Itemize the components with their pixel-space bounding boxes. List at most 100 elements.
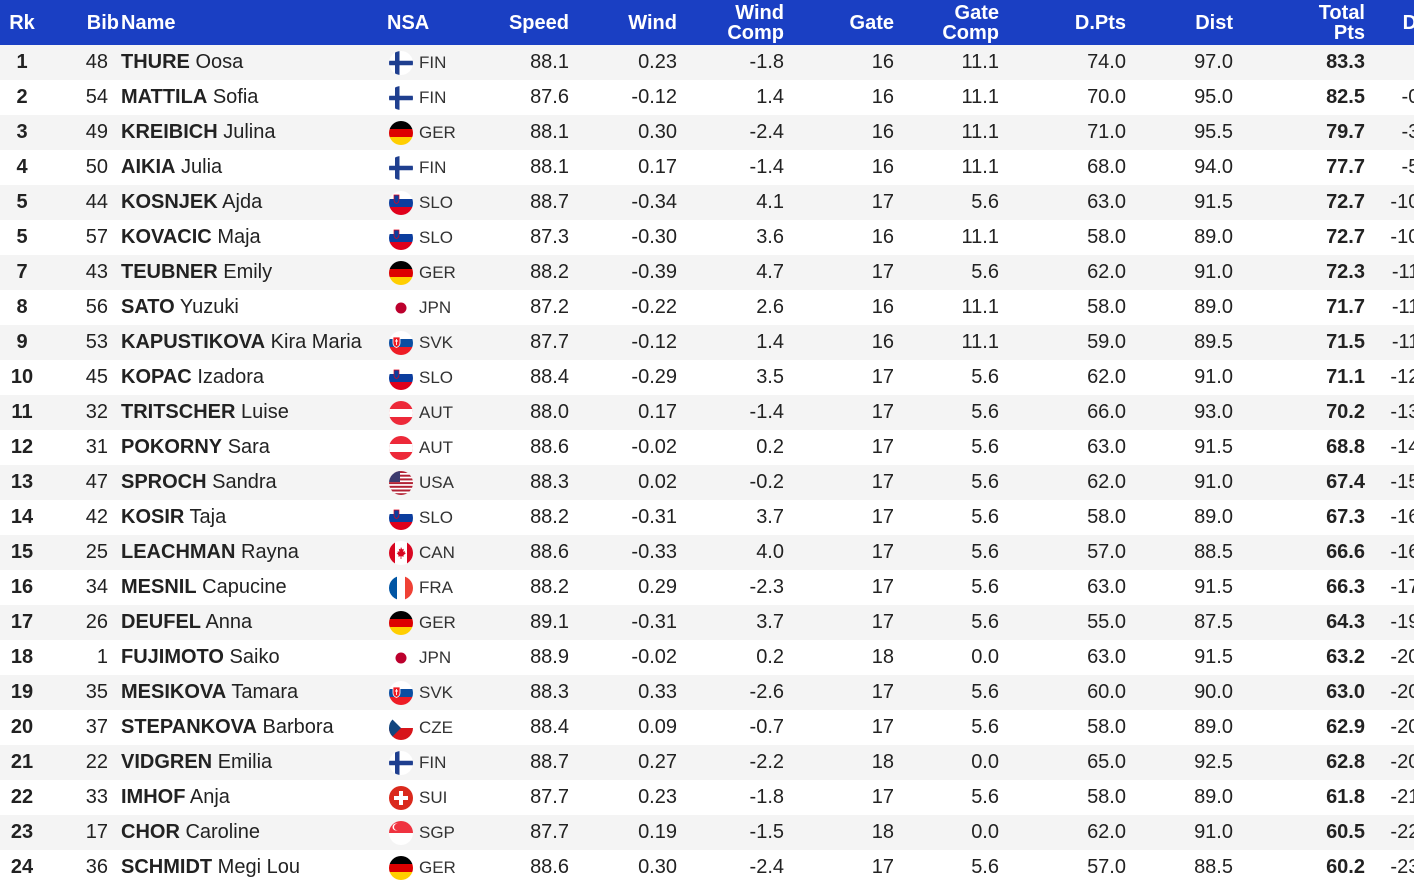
rank-cell: 7 (16, 261, 28, 283)
results-body: 1 48 THURE Oosa FIN 88.1 0.23 -1.8 16 11.1 74.0 97… (0, 45, 1414, 885)
table-row[interactable]: 24 36 SCHMIDT Megi Lou GER 88.6 0.30 -2.4 17 5.6… (0, 850, 1414, 885)
dist-cell: 89.0 (1194, 786, 1233, 808)
athlete-name-cell[interactable]: VIDGREN Emilia (121, 745, 387, 780)
dist-cell: 89.0 (1194, 226, 1233, 248)
table-row[interactable]: 5 44 KOSNJEK Ajda SLO 88.7 -0.34 4.1 17 5.6 63.0 9… (0, 185, 1414, 220)
table-row[interactable]: 2 54 MATTILA Sofia FIN 87.6 -0.12 1.4 16 11.1 70.… (0, 80, 1414, 115)
flag-slovenia-icon (389, 190, 413, 215)
header-dpts[interactable]: D.Pts (1074, 11, 1126, 34)
dpts-cell: 58.0 (1087, 716, 1126, 738)
athlete-name-cell[interactable]: AIKIA Julia (121, 150, 387, 185)
athlete-name-cell[interactable]: MATTILA Sofia (121, 80, 387, 115)
rank-cell: 20 (10, 716, 34, 738)
diff-cell: -10.6 (1390, 191, 1414, 213)
athlete-name-cell[interactable]: KOPAC Izadora (121, 360, 387, 395)
gate-cell: 17 (871, 576, 894, 598)
wind-cell: 0.23 (638, 51, 677, 73)
athlete-given-name: Yuzuki (179, 296, 239, 318)
rank-cell: 5 (16, 191, 28, 213)
table-row[interactable]: 21 22 VIDGREN Emilia FIN 88.7 0.27 -2.2 18 0.0 65… (0, 745, 1414, 780)
table-row[interactable]: 14 42 KOSIR Taja SLO 88.2 -0.31 3.7 17 5.6 58.0 89… (0, 500, 1414, 535)
flag-switzerland-icon (389, 785, 413, 810)
athlete-name-cell[interactable]: STEPANKOVA Barbora (121, 710, 387, 745)
table-row[interactable]: 15 25 LEACHMAN Rayna CAN 88.6 -0.33 4.0 17 5.6 57… (0, 535, 1414, 570)
athlete-name-cell[interactable]: MESNIL Capucine (121, 570, 387, 605)
dist-cell: 88.5 (1194, 541, 1233, 563)
table-row[interactable]: 13 47 SPROCH Sandra USA 88.3 0.02 -0.2 17 5.6 62.… (0, 465, 1414, 500)
athlete-name-cell[interactable]: CHOR Caroline (121, 815, 387, 850)
athlete-surname: POKORNY (121, 436, 223, 458)
speed-cell: 88.4 (530, 366, 569, 388)
wind-comp-cell: -1.4 (749, 156, 784, 178)
flag-france-icon (389, 575, 413, 600)
athlete-name-cell[interactable]: DEUFEL Anna (121, 605, 387, 640)
athlete-given-name: Capucine (202, 576, 287, 598)
header-gate-comp[interactable]: Gate Comp (942, 1, 999, 44)
total-pts-cell: 82.5 (1326, 86, 1365, 108)
bib-cell: 45 (85, 366, 108, 388)
header-speed[interactable]: Speed (508, 11, 569, 34)
athlete-name-cell[interactable]: KAPUSTIKOVA Kira Maria (121, 325, 387, 360)
wind-cell: -0.12 (631, 331, 677, 353)
table-row[interactable]: 1 48 THURE Oosa FIN 88.1 0.23 -1.8 16 11.1 74.0 97… (0, 45, 1414, 80)
athlete-name-cell[interactable]: KOSIR Taja (121, 500, 387, 535)
athlete-given-name: Barbora (262, 716, 334, 738)
bib-cell: 35 (85, 681, 108, 703)
athlete-name-cell[interactable]: SPROCH Sandra (121, 465, 387, 500)
athlete-name-cell[interactable]: IMHOF Anja (121, 780, 387, 815)
header-dist[interactable]: Dist (1195, 11, 1233, 34)
athlete-name-cell[interactable]: SCHMIDT Megi Lou (121, 850, 387, 885)
header-bib[interactable]: Bib (86, 11, 119, 34)
rank-cell: 15 (10, 541, 34, 563)
table-row[interactable]: 18 1 FUJIMOTO Saiko JPN 88.9 -0.02 0.2 18 0.0 63.… (0, 640, 1414, 675)
header-rank[interactable]: Rk (9, 11, 35, 34)
table-row[interactable]: 23 17 CHOR Caroline SGP 87.7 0.19 -1.5 18 0.0 62.… (0, 815, 1414, 850)
athlete-name-cell[interactable]: TEUBNER Emily (121, 255, 387, 290)
table-row[interactable]: 22 33 IMHOF Anja SUI 87.7 0.23 -1.8 17 5.6 58.0 89… (0, 780, 1414, 815)
table-row[interactable]: 12 31 POKORNY Sara AUT 88.6 -0.02 0.2 17 5.6 63.0… (0, 430, 1414, 465)
header-wind-comp[interactable]: Wind Comp (727, 1, 784, 44)
nsa-code: SLO (419, 192, 454, 212)
table-row[interactable]: 7 43 TEUBNER Emily GER 88.2 -0.39 4.7 17 5.6 62.0… (0, 255, 1414, 290)
athlete-name-cell[interactable]: KREIBICH Julina (121, 115, 387, 150)
wind-comp-cell: -0.2 (749, 471, 784, 493)
flag-finland-icon (389, 750, 413, 775)
athlete-name-cell[interactable]: SATO Yuzuki (121, 290, 387, 325)
table-row[interactable]: 9 53 KAPUSTIKOVA Kira Maria SVK 87.7 -0.12 1.4… (0, 325, 1414, 360)
rank-cell: 5 (16, 226, 28, 248)
athlete-name-cell[interactable]: MESIKOVA Tamara (121, 675, 387, 710)
table-row[interactable]: 20 37 STEPANKOVA Barbora CZE 88.4 0.09 -0.7 17 5… (0, 710, 1414, 745)
table-row[interactable]: 10 45 KOPAC Izadora SLO 88.4 -0.29 3.5 17 5.6 62.… (0, 360, 1414, 395)
athlete-name-cell[interactable]: KOSNJEK Ajda (121, 185, 387, 220)
header-diff[interactable]: Diff (1402, 11, 1414, 34)
athlete-name-cell[interactable]: TRITSCHER Luise (121, 395, 387, 430)
table-row[interactable]: 11 32 TRITSCHER Luise AUT 88.0 0.17 -1.4 17 5.6 6… (0, 395, 1414, 430)
athlete-name-cell[interactable]: THURE Oosa (121, 45, 387, 80)
bib-cell: 32 (85, 401, 108, 423)
header-name[interactable]: Name (121, 11, 176, 34)
header-total-pts[interactable]: Total Pts (1318, 1, 1365, 44)
athlete-name-cell[interactable]: LEACHMAN Rayna (121, 535, 387, 570)
athlete-name-cell[interactable]: FUJIMOTO Saiko (121, 640, 387, 675)
header-gate[interactable]: Gate (849, 11, 894, 34)
flag-finland-icon (389, 85, 413, 110)
table-row[interactable]: 4 50 AIKIA Julia FIN 88.1 0.17 -1.4 16 11.1 68.0 9… (0, 150, 1414, 185)
athlete-name-cell[interactable]: POKORNY Sara (121, 430, 387, 465)
table-row[interactable]: 5 57 KOVACIC Maja SLO 87.3 -0.30 3.6 16 11.1 58.0… (0, 220, 1414, 255)
flag-slovenia-icon (389, 365, 413, 390)
table-row[interactable]: 19 35 MESIKOVA Tamara SVK 88.3 0.33 -2.6 17 5.6 6… (0, 675, 1414, 710)
header-wind[interactable]: Wind (628, 11, 677, 34)
wind-comp-cell: 3.6 (756, 226, 784, 248)
athlete-surname: MATTILA (121, 86, 208, 108)
table-row[interactable]: 17 26 DEUFEL Anna GER 89.1 -0.31 3.7 17 5.6 55.0 8… (0, 605, 1414, 640)
table-row[interactable]: 8 56 SATO Yuzuki JPN 87.2 -0.22 2.6 16 11.1 58.0 8… (0, 290, 1414, 325)
wind-cell: 0.19 (638, 821, 677, 843)
athlete-name-cell[interactable]: KOVACIC Maja (121, 220, 387, 255)
speed-cell: 88.2 (530, 576, 569, 598)
table-row[interactable]: 16 34 MESNIL Capucine FRA 88.2 0.29 -2.3 17 5.6 6… (0, 570, 1414, 605)
table-row[interactable]: 3 49 KREIBICH Julina GER 88.1 0.30 -2.4 16 11.1 7… (0, 115, 1414, 150)
dist-cell: 93.0 (1194, 401, 1233, 423)
wind-comp-cell: -1.8 (749, 51, 784, 73)
speed-cell: 87.7 (530, 786, 569, 808)
header-nsa[interactable]: NSA (387, 11, 430, 34)
